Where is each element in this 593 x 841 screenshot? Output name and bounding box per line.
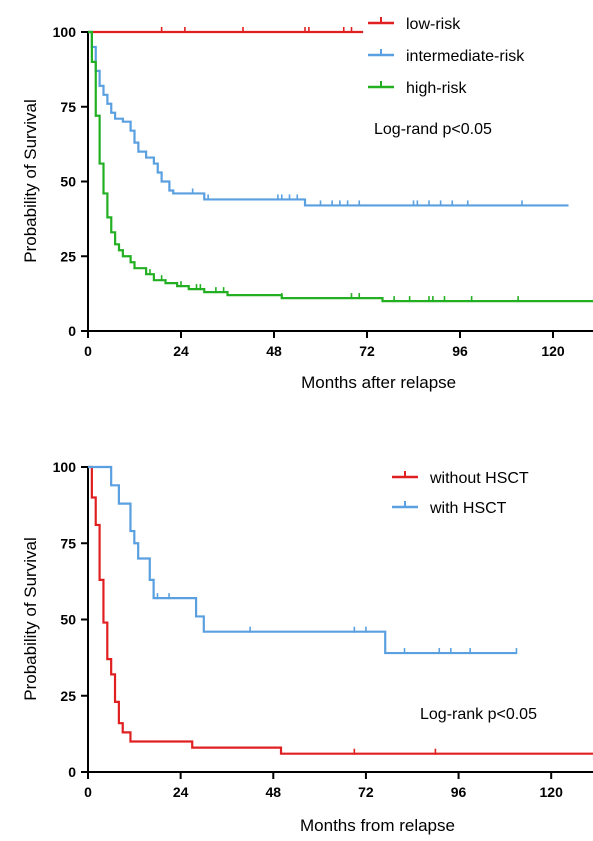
- series-line-3: [88, 30, 593, 303]
- x-axis-label: Months after relapse: [301, 373, 456, 392]
- p-value-annotation: Log-rank p<0.05: [420, 706, 537, 723]
- legend-label: with HSCT: [429, 500, 507, 517]
- x-axis-label: Months from relapse: [300, 816, 455, 835]
- x-tick-label: 96: [451, 784, 467, 800]
- y-tick-label: 100: [53, 24, 77, 40]
- legend-label: intermediate-risk: [406, 48, 525, 65]
- chart-2: 0244872961201440255075100Months from rel…: [21, 459, 593, 835]
- x-tick-label: 0: [84, 784, 92, 800]
- legend-label: low-risk: [406, 16, 461, 33]
- chart-1: 0244872961201440255075100Months after re…: [21, 16, 593, 392]
- y-tick-label: 25: [60, 248, 76, 264]
- x-tick-label: 120: [540, 784, 564, 800]
- series-line-2: [88, 30, 569, 207]
- x-tick-label: 96: [452, 343, 468, 359]
- x-tick-label: 72: [358, 784, 374, 800]
- legend-label: high-risk: [406, 80, 467, 97]
- y-tick-label: 50: [60, 612, 76, 628]
- y-axis-label: Probability of Survival: [21, 537, 40, 700]
- y-tick-label: 25: [60, 688, 76, 704]
- series-line-1: [88, 465, 593, 755]
- legend-label: without HSCT: [429, 470, 529, 487]
- y-tick-label: 0: [68, 323, 76, 339]
- x-tick-label: 72: [359, 343, 375, 359]
- y-tick-label: 100: [53, 459, 77, 475]
- y-tick-label: 50: [60, 174, 76, 190]
- x-tick-label: 48: [266, 343, 282, 359]
- y-axis-label: Probability of Survival: [21, 99, 40, 262]
- p-value-annotation: Log-rand p<0.05: [374, 121, 492, 138]
- x-tick-label: 120: [541, 343, 565, 359]
- y-tick-label: 75: [60, 535, 76, 551]
- x-tick-label: 48: [265, 784, 281, 800]
- x-tick-label: 0: [84, 343, 92, 359]
- x-tick-label: 24: [173, 343, 189, 359]
- x-tick-label: 24: [173, 784, 189, 800]
- series-line-2: [88, 465, 517, 655]
- y-tick-label: 0: [68, 764, 76, 780]
- y-tick-label: 75: [60, 99, 76, 115]
